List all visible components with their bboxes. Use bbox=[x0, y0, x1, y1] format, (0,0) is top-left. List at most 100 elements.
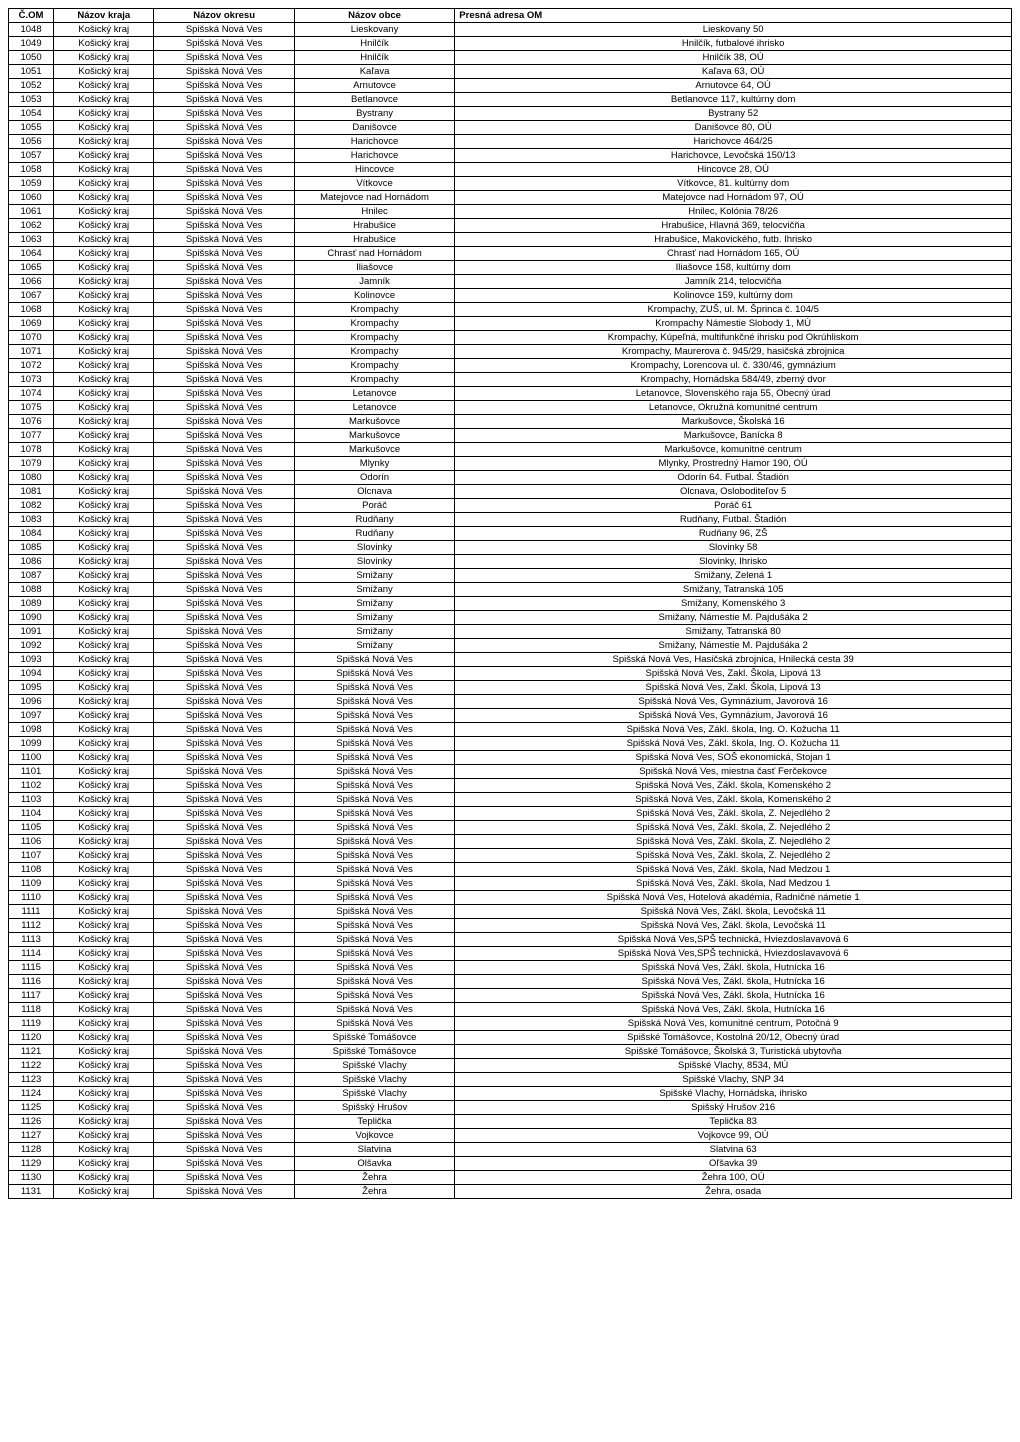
cell-com: 1120 bbox=[9, 1031, 54, 1045]
cell-com: 1117 bbox=[9, 989, 54, 1003]
cell-kraj: Košický kraj bbox=[54, 597, 154, 611]
cell-okres: Spišská Nová Ves bbox=[154, 359, 294, 373]
cell-okres: Spišská Nová Ves bbox=[154, 191, 294, 205]
cell-kraj: Košický kraj bbox=[54, 373, 154, 387]
cell-obec: Spišská Nová Ves bbox=[294, 751, 454, 765]
cell-obec: Smižany bbox=[294, 625, 454, 639]
cell-com: 1057 bbox=[9, 149, 54, 163]
table-row: 1053Košický krajSpišská Nová VesBetlanov… bbox=[9, 93, 1012, 107]
table-row: 1100Košický krajSpišská Nová VesSpišská … bbox=[9, 751, 1012, 765]
cell-addr: Spišská Nová Ves,SPŠ technická, Hviezdos… bbox=[455, 947, 1012, 961]
cell-obec: Mlynky bbox=[294, 457, 454, 471]
cell-obec: Spišské Vlachy bbox=[294, 1087, 454, 1101]
cell-kraj: Košický kraj bbox=[54, 639, 154, 653]
cell-obec: Vojkovce bbox=[294, 1129, 454, 1143]
cell-obec: Žehra bbox=[294, 1185, 454, 1199]
table-row: 1084Košický krajSpišská Nová VesRudňanyR… bbox=[9, 527, 1012, 541]
cell-obec: Jamník bbox=[294, 275, 454, 289]
cell-kraj: Košický kraj bbox=[54, 205, 154, 219]
cell-com: 1108 bbox=[9, 863, 54, 877]
cell-obec: Krompachy bbox=[294, 373, 454, 387]
cell-okres: Spišská Nová Ves bbox=[154, 1101, 294, 1115]
cell-kraj: Košický kraj bbox=[54, 681, 154, 695]
cell-com: 1119 bbox=[9, 1017, 54, 1031]
cell-com: 1124 bbox=[9, 1087, 54, 1101]
table-row: 1112Košický krajSpišská Nová VesSpišská … bbox=[9, 919, 1012, 933]
cell-com: 1053 bbox=[9, 93, 54, 107]
cell-okres: Spišská Nová Ves bbox=[154, 457, 294, 471]
table-row: 1094Košický krajSpišská Nová VesSpišská … bbox=[9, 667, 1012, 681]
cell-addr: Spišská Nová Ves, Zakl. Škola, Lipová 13 bbox=[455, 681, 1012, 695]
cell-addr: Spišská Nová Ves, Zákl. škola, Z. Nejedl… bbox=[455, 821, 1012, 835]
cell-obec: Spišský Hrušov bbox=[294, 1101, 454, 1115]
cell-com: 1098 bbox=[9, 723, 54, 737]
cell-kraj: Košický kraj bbox=[54, 191, 154, 205]
cell-kraj: Košický kraj bbox=[54, 1143, 154, 1157]
cell-kraj: Košický kraj bbox=[54, 527, 154, 541]
cell-okres: Spišská Nová Ves bbox=[154, 275, 294, 289]
cell-kraj: Košický kraj bbox=[54, 471, 154, 485]
table-row: 1131Košický krajSpišská Nová VesŽehraŽeh… bbox=[9, 1185, 1012, 1199]
table-row: 1070Košický krajSpišská Nová VesKrompach… bbox=[9, 331, 1012, 345]
cell-com: 1122 bbox=[9, 1059, 54, 1073]
cell-com: 1087 bbox=[9, 569, 54, 583]
cell-okres: Spišská Nová Ves bbox=[154, 93, 294, 107]
cell-com: 1077 bbox=[9, 429, 54, 443]
cell-kraj: Košický kraj bbox=[54, 51, 154, 65]
table-row: 1118Košický krajSpišská Nová VesSpišská … bbox=[9, 1003, 1012, 1017]
table-row: 1113Košický krajSpišská Nová VesSpišská … bbox=[9, 933, 1012, 947]
cell-okres: Spišská Nová Ves bbox=[154, 695, 294, 709]
cell-addr: Žehra 100, OÚ bbox=[455, 1171, 1012, 1185]
cell-addr: Smižany, Zelená 1 bbox=[455, 569, 1012, 583]
cell-obec: Rudňany bbox=[294, 513, 454, 527]
cell-addr: Smižany, Námestie M. Pajdušáka 2 bbox=[455, 611, 1012, 625]
cell-obec: Odorín bbox=[294, 471, 454, 485]
table-row: 1056Košický krajSpišská Nová VesHarichov… bbox=[9, 135, 1012, 149]
cell-addr: Spišská Nová Ves, Zákl. škola, Levočská … bbox=[455, 919, 1012, 933]
cell-okres: Spišská Nová Ves bbox=[154, 597, 294, 611]
cell-addr: Letanovce, Slovenského raja 55, Obecný ú… bbox=[455, 387, 1012, 401]
cell-com: 1114 bbox=[9, 947, 54, 961]
cell-kraj: Košický kraj bbox=[54, 1171, 154, 1185]
table-row: 1087Košický krajSpišská Nová VesSmižanyS… bbox=[9, 569, 1012, 583]
cell-okres: Spišská Nová Ves bbox=[154, 807, 294, 821]
table-row: 1086Košický krajSpišská Nová VesSlovinky… bbox=[9, 555, 1012, 569]
cell-okres: Spišská Nová Ves bbox=[154, 23, 294, 37]
cell-kraj: Košický kraj bbox=[54, 331, 154, 345]
cell-com: 1113 bbox=[9, 933, 54, 947]
cell-com: 1127 bbox=[9, 1129, 54, 1143]
cell-kraj: Košický kraj bbox=[54, 65, 154, 79]
cell-okres: Spišská Nová Ves bbox=[154, 737, 294, 751]
table-row: 1103Košický krajSpišská Nová VesSpišská … bbox=[9, 793, 1012, 807]
cell-okres: Spišská Nová Ves bbox=[154, 247, 294, 261]
cell-okres: Spišská Nová Ves bbox=[154, 261, 294, 275]
cell-obec: Spišská Nová Ves bbox=[294, 849, 454, 863]
cell-kraj: Košický kraj bbox=[54, 667, 154, 681]
cell-addr: Žehra, osada bbox=[455, 1185, 1012, 1199]
cell-addr: Spišská Nová Ves, Zákl. škola, Hutnícka … bbox=[455, 975, 1012, 989]
table-header-row: Č.OM Názov kraja Názov okresu Názov obce… bbox=[9, 9, 1012, 23]
cell-obec: Harichovce bbox=[294, 149, 454, 163]
cell-obec: Spišská Nová Ves bbox=[294, 779, 454, 793]
cell-okres: Spišská Nová Ves bbox=[154, 961, 294, 975]
cell-com: 1096 bbox=[9, 695, 54, 709]
cell-addr: Spišská Nová Ves, Zákl. škola, Nad Medzo… bbox=[455, 863, 1012, 877]
cell-com: 1083 bbox=[9, 513, 54, 527]
cell-kraj: Košický kraj bbox=[54, 709, 154, 723]
cell-okres: Spišská Nová Ves bbox=[154, 415, 294, 429]
cell-obec: Žehra bbox=[294, 1171, 454, 1185]
cell-kraj: Košický kraj bbox=[54, 1017, 154, 1031]
cell-okres: Spišská Nová Ves bbox=[154, 37, 294, 51]
table-row: 1099Košický krajSpišská Nová VesSpišská … bbox=[9, 737, 1012, 751]
cell-okres: Spišská Nová Ves bbox=[154, 779, 294, 793]
cell-obec: Spišská Nová Ves bbox=[294, 863, 454, 877]
cell-addr: Krompachy, Maurerova č. 945/29, hasičská… bbox=[455, 345, 1012, 359]
cell-com: 1130 bbox=[9, 1171, 54, 1185]
cell-obec: Spišská Nová Ves bbox=[294, 919, 454, 933]
cell-obec: Spišské Vlachy bbox=[294, 1073, 454, 1087]
cell-kraj: Košický kraj bbox=[54, 485, 154, 499]
table-row: 1074Košický krajSpišská Nová VesLetanovc… bbox=[9, 387, 1012, 401]
cell-okres: Spišská Nová Ves bbox=[154, 639, 294, 653]
cell-kraj: Košický kraj bbox=[54, 807, 154, 821]
cell-obec: Slatvina bbox=[294, 1143, 454, 1157]
